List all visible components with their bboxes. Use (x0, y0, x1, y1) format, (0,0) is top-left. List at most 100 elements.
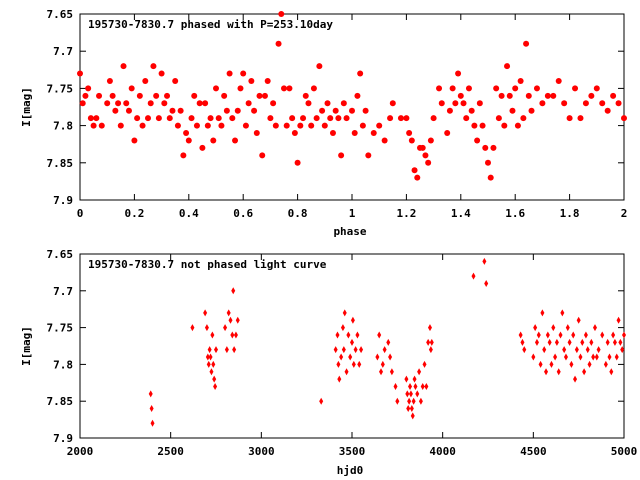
data-point (589, 338, 594, 346)
data-point (353, 346, 358, 354)
data-point (98, 122, 105, 129)
data-point (422, 152, 429, 159)
data-point (397, 115, 404, 122)
data-point (327, 115, 334, 122)
phased-chart-title: 195730-7830.7 phased with P=253.10day (88, 18, 333, 31)
data-point (354, 92, 361, 99)
data-point (525, 92, 532, 99)
phased-y-axis-label: I[mag] (20, 87, 33, 127)
data-point (544, 368, 549, 376)
data-point (558, 331, 563, 339)
data-point (234, 107, 241, 114)
data-point (562, 346, 567, 354)
data-point (476, 100, 483, 107)
data-point (332, 107, 339, 114)
data-point (621, 115, 627, 122)
data-point (232, 346, 237, 354)
data-point (551, 324, 556, 332)
data-point (357, 360, 362, 368)
y-tick-label: 7.8 (53, 358, 73, 371)
data-point (615, 100, 622, 107)
data-point (603, 360, 608, 368)
data-point (359, 346, 364, 354)
data-point (419, 144, 426, 151)
data-point (209, 368, 214, 376)
data-point (408, 137, 415, 144)
x-tick-label: 0 (77, 207, 84, 220)
data-point (202, 100, 209, 107)
data-point (188, 115, 195, 122)
x-tick-label: 1.2 (396, 207, 416, 220)
data-point (382, 346, 387, 354)
data-point (177, 107, 184, 114)
phased-data-points (77, 11, 627, 181)
data-point (226, 70, 233, 77)
data-point (594, 353, 599, 361)
data-point (572, 85, 579, 92)
data-point (264, 77, 271, 84)
data-point (520, 338, 525, 346)
data-point (538, 360, 543, 368)
data-point (381, 137, 388, 144)
data-point (411, 397, 416, 405)
data-point (342, 309, 347, 317)
y-tick-label: 7.85 (47, 157, 74, 170)
data-point (592, 324, 597, 332)
data-point (596, 346, 601, 354)
data-point (518, 331, 523, 339)
data-point (533, 85, 540, 92)
data-point (418, 397, 423, 405)
phased-plot-frame (79, 13, 625, 201)
data-point (205, 353, 210, 361)
data-point (336, 360, 341, 368)
data-point (409, 405, 414, 413)
data-point (206, 360, 211, 368)
data-point (240, 70, 247, 77)
unphased-plot-frame (79, 253, 625, 439)
data-point (213, 85, 219, 92)
data-point (622, 331, 626, 339)
data-point (534, 338, 539, 346)
data-point (291, 130, 298, 137)
data-point (567, 338, 572, 346)
data-point (161, 100, 168, 107)
x-tick-label: 2 (621, 207, 628, 220)
data-point (563, 353, 568, 361)
unphased-tick-marks (79, 253, 625, 439)
data-point (377, 331, 382, 339)
x-tick-label: 3000 (248, 445, 275, 458)
data-point (183, 130, 190, 137)
data-point (520, 115, 527, 122)
data-point (408, 382, 413, 390)
data-point (233, 331, 238, 339)
data-point (386, 338, 391, 346)
data-point (259, 152, 266, 159)
data-point (253, 130, 260, 137)
data-point (506, 92, 513, 99)
data-point (270, 100, 277, 107)
data-point (463, 115, 470, 122)
data-point (379, 368, 384, 376)
data-point (228, 316, 233, 324)
data-point (609, 368, 614, 376)
y-tick-label: 7.75 (47, 322, 74, 335)
data-point (405, 390, 410, 398)
data-point (512, 85, 519, 92)
data-point (267, 115, 274, 122)
data-point (427, 137, 434, 144)
unphased-chart-title: 195730-7830.7 not phased light curve (88, 258, 327, 271)
data-point (203, 309, 208, 317)
data-point (404, 375, 409, 383)
data-point (412, 375, 417, 383)
data-point (426, 338, 431, 346)
data-point (346, 331, 351, 339)
data-point (223, 107, 230, 114)
data-point (164, 92, 171, 99)
data-point (93, 115, 100, 122)
data-point (109, 92, 116, 99)
y-tick-label: 7.7 (53, 285, 73, 298)
data-point (211, 360, 216, 368)
data-point (610, 92, 617, 99)
data-point (139, 122, 146, 129)
y-tick-label: 7.65 (47, 8, 74, 21)
